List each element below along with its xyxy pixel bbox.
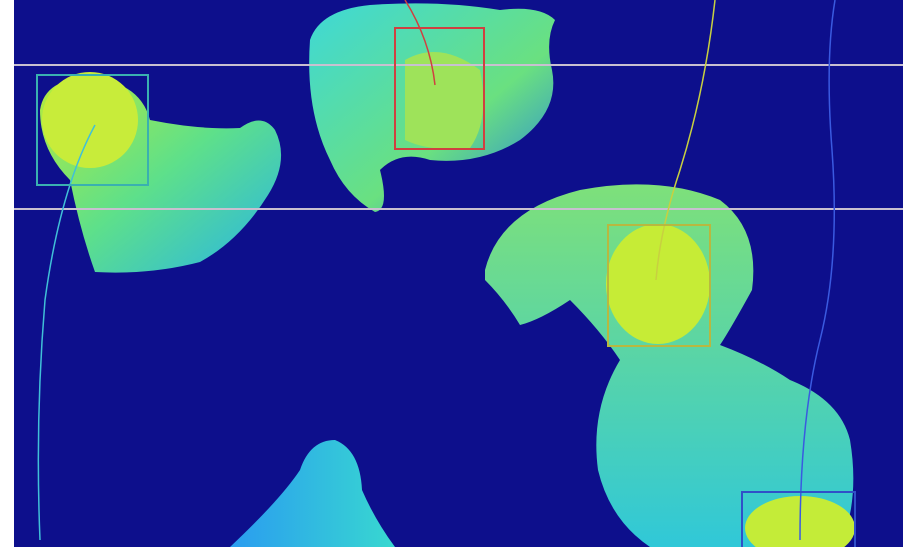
blob-core (606, 224, 710, 344)
blob (485, 184, 854, 547)
tracking-box (607, 224, 711, 347)
tracking-box (394, 27, 485, 150)
trajectory (655, 0, 716, 281)
tracking-box (741, 491, 856, 547)
trajectory (799, 0, 836, 541)
blob-core (42, 72, 138, 168)
tracking-box (36, 74, 149, 186)
blob (230, 440, 395, 547)
trajectory (37, 124, 96, 541)
blob-core (405, 52, 484, 149)
trajectory (404, 0, 436, 86)
